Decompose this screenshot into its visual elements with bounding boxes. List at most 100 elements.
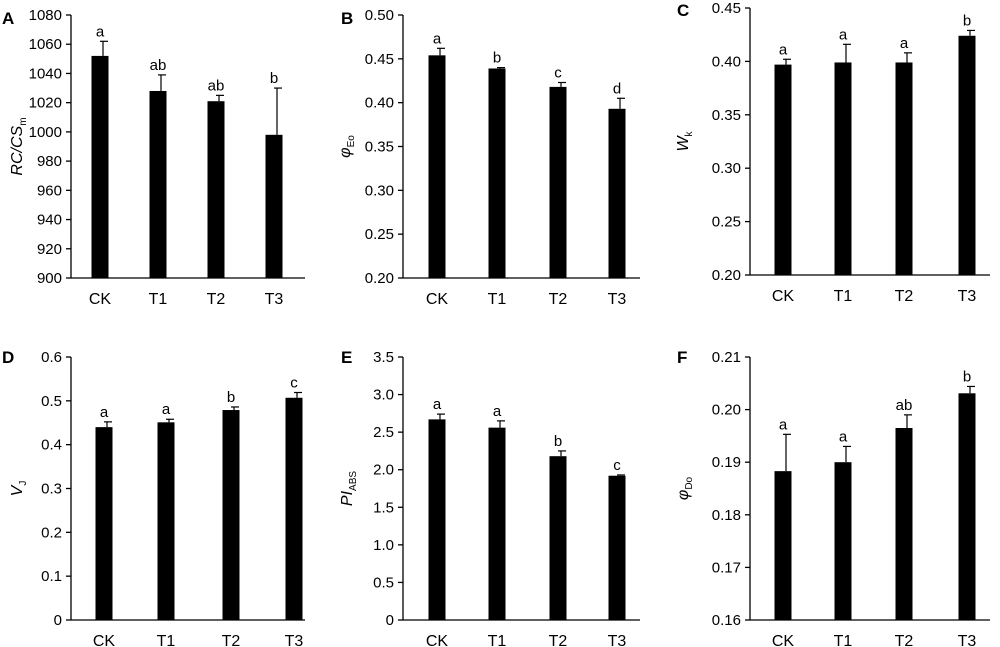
significance-label: a	[96, 23, 105, 40]
y-tick-label: 0.4	[41, 437, 62, 454]
significance-label: a	[162, 401, 171, 418]
bar-t3	[608, 108, 626, 278]
significance-label: a	[433, 30, 442, 47]
y-tick-label: 0.17	[712, 559, 741, 576]
panel-letter: D	[2, 348, 14, 367]
y-tick-label: 0.40	[365, 95, 394, 112]
y-tick-label: 1000	[29, 124, 62, 141]
panel-letter: B	[341, 9, 353, 28]
y-tick-label: 0.5	[373, 574, 394, 591]
x-tick-label: T1	[834, 633, 853, 647]
y-tick-label: 940	[37, 212, 62, 229]
x-tick-label: T1	[149, 291, 168, 308]
y-tick-label: 0.19	[712, 454, 741, 471]
bar-t3	[958, 35, 976, 275]
bar-t2	[222, 410, 240, 620]
y-tick-label: 0.6	[41, 349, 62, 366]
bar-ck	[91, 55, 109, 279]
y-tick-label: 0.21	[712, 349, 741, 366]
x-tick-label: CK	[93, 633, 116, 647]
y-axis-label: PIABS	[339, 471, 359, 506]
x-tick-label: T2	[549, 291, 568, 308]
y-tick-label: 2.0	[373, 462, 394, 479]
significance-label: b	[554, 433, 562, 450]
y-tick-label: 960	[37, 182, 62, 199]
y-tick-label: 0.18	[712, 507, 741, 524]
x-tick-label: T1	[488, 633, 507, 647]
significance-label: b	[963, 368, 971, 385]
bar-t2	[207, 101, 225, 278]
x-tick-label: T3	[265, 291, 284, 308]
y-tick-label: 0.45	[365, 51, 394, 68]
x-tick-label: CK	[426, 633, 449, 647]
bar-ck	[774, 64, 792, 275]
x-tick-label: T3	[958, 633, 977, 647]
y-tick-label: 1080	[29, 7, 62, 24]
significance-label: a	[900, 35, 909, 52]
y-tick-label: 0.45	[712, 0, 741, 17]
significance-label: ab	[150, 57, 167, 74]
x-tick-label: T2	[895, 288, 914, 305]
y-tick-label: 3.5	[373, 349, 394, 366]
x-tick-label: T2	[549, 633, 568, 647]
x-tick-label: T3	[608, 291, 627, 308]
y-tick-label: 0.20	[712, 267, 741, 284]
y-tick-label: 1040	[29, 65, 62, 82]
bar-t3	[608, 475, 626, 620]
significance-label: b	[493, 50, 501, 67]
y-tick-label: 0.16	[712, 612, 741, 629]
bar-ck	[428, 419, 446, 620]
y-tick-label: 0.20	[365, 270, 394, 287]
bar-t3	[285, 397, 303, 620]
x-tick-label: CK	[426, 291, 449, 308]
significance-label: ab	[896, 397, 913, 414]
panel-letter: C	[677, 1, 689, 20]
y-tick-label: 0.3	[41, 481, 62, 498]
panel-letter: E	[341, 348, 352, 367]
y-tick-label: 0.25	[712, 214, 741, 231]
x-tick-label: T1	[488, 291, 507, 308]
y-tick-label: 0.50	[365, 7, 394, 24]
y-tick-label: 0.30	[365, 182, 394, 199]
significance-label: a	[779, 416, 788, 433]
y-tick-label: 0.5	[41, 393, 62, 410]
x-tick-label: T3	[285, 633, 304, 647]
y-tick-label: 920	[37, 241, 62, 258]
significance-label: b	[227, 389, 235, 406]
x-tick-label: T2	[895, 633, 914, 647]
x-tick-label: CK	[772, 288, 795, 305]
significance-label: a	[493, 403, 502, 420]
significance-label: a	[839, 26, 848, 43]
y-axis-label: φEo	[337, 135, 357, 158]
significance-label: a	[779, 41, 788, 58]
bar-ck	[774, 471, 792, 620]
panel-c: C 0.20 0.25 0.30 0.35 0.40 0.45 a CK a T1 a T2 b T3 Wk	[675, 0, 990, 305]
y-tick-label: 0.25	[365, 226, 394, 243]
significance-label: c	[290, 375, 298, 392]
significance-label: b	[963, 12, 971, 29]
bar-ck	[428, 55, 446, 279]
y-tick-label: 1.5	[373, 499, 394, 516]
x-tick-label: T3	[958, 288, 977, 305]
panel-a: A 900 920 940 960 980 1000 1020 1040 1060 1080 a CK a…	[2, 7, 305, 308]
y-axis-label: Wk	[675, 130, 695, 151]
panel-f: F 0.16 0.17 0.18 0.19 0.20 0.21 a CK a T1 ab T2 b T3 φD…	[675, 348, 990, 647]
panel-letter: A	[2, 9, 14, 28]
y-tick-label: 0.35	[712, 107, 741, 124]
bar-ck	[95, 427, 113, 620]
bar-t3	[265, 134, 283, 278]
y-tick-label: 1060	[29, 36, 62, 53]
x-tick-label: T3	[608, 633, 627, 647]
bar-t1	[834, 62, 852, 275]
significance-label: b	[270, 70, 278, 87]
bar-t2	[549, 456, 567, 620]
y-tick-label: 1020	[29, 95, 62, 112]
y-tick-label: 0.40	[712, 53, 741, 70]
y-tick-label: 0	[386, 612, 394, 629]
panel-d: D 0 0.1 0.2 0.3 0.4 0.5 0.6 a CK a T1 b T2 c T3 VJ	[2, 348, 305, 647]
y-tick-label: 1.0	[373, 537, 394, 554]
significance-label: a	[433, 396, 442, 413]
significance-label: ab	[208, 77, 225, 94]
x-tick-label: CK	[772, 633, 795, 647]
